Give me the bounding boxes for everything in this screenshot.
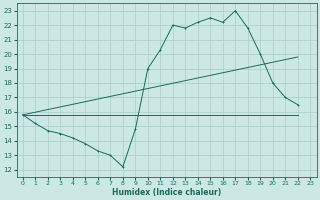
X-axis label: Humidex (Indice chaleur): Humidex (Indice chaleur) <box>112 188 221 197</box>
